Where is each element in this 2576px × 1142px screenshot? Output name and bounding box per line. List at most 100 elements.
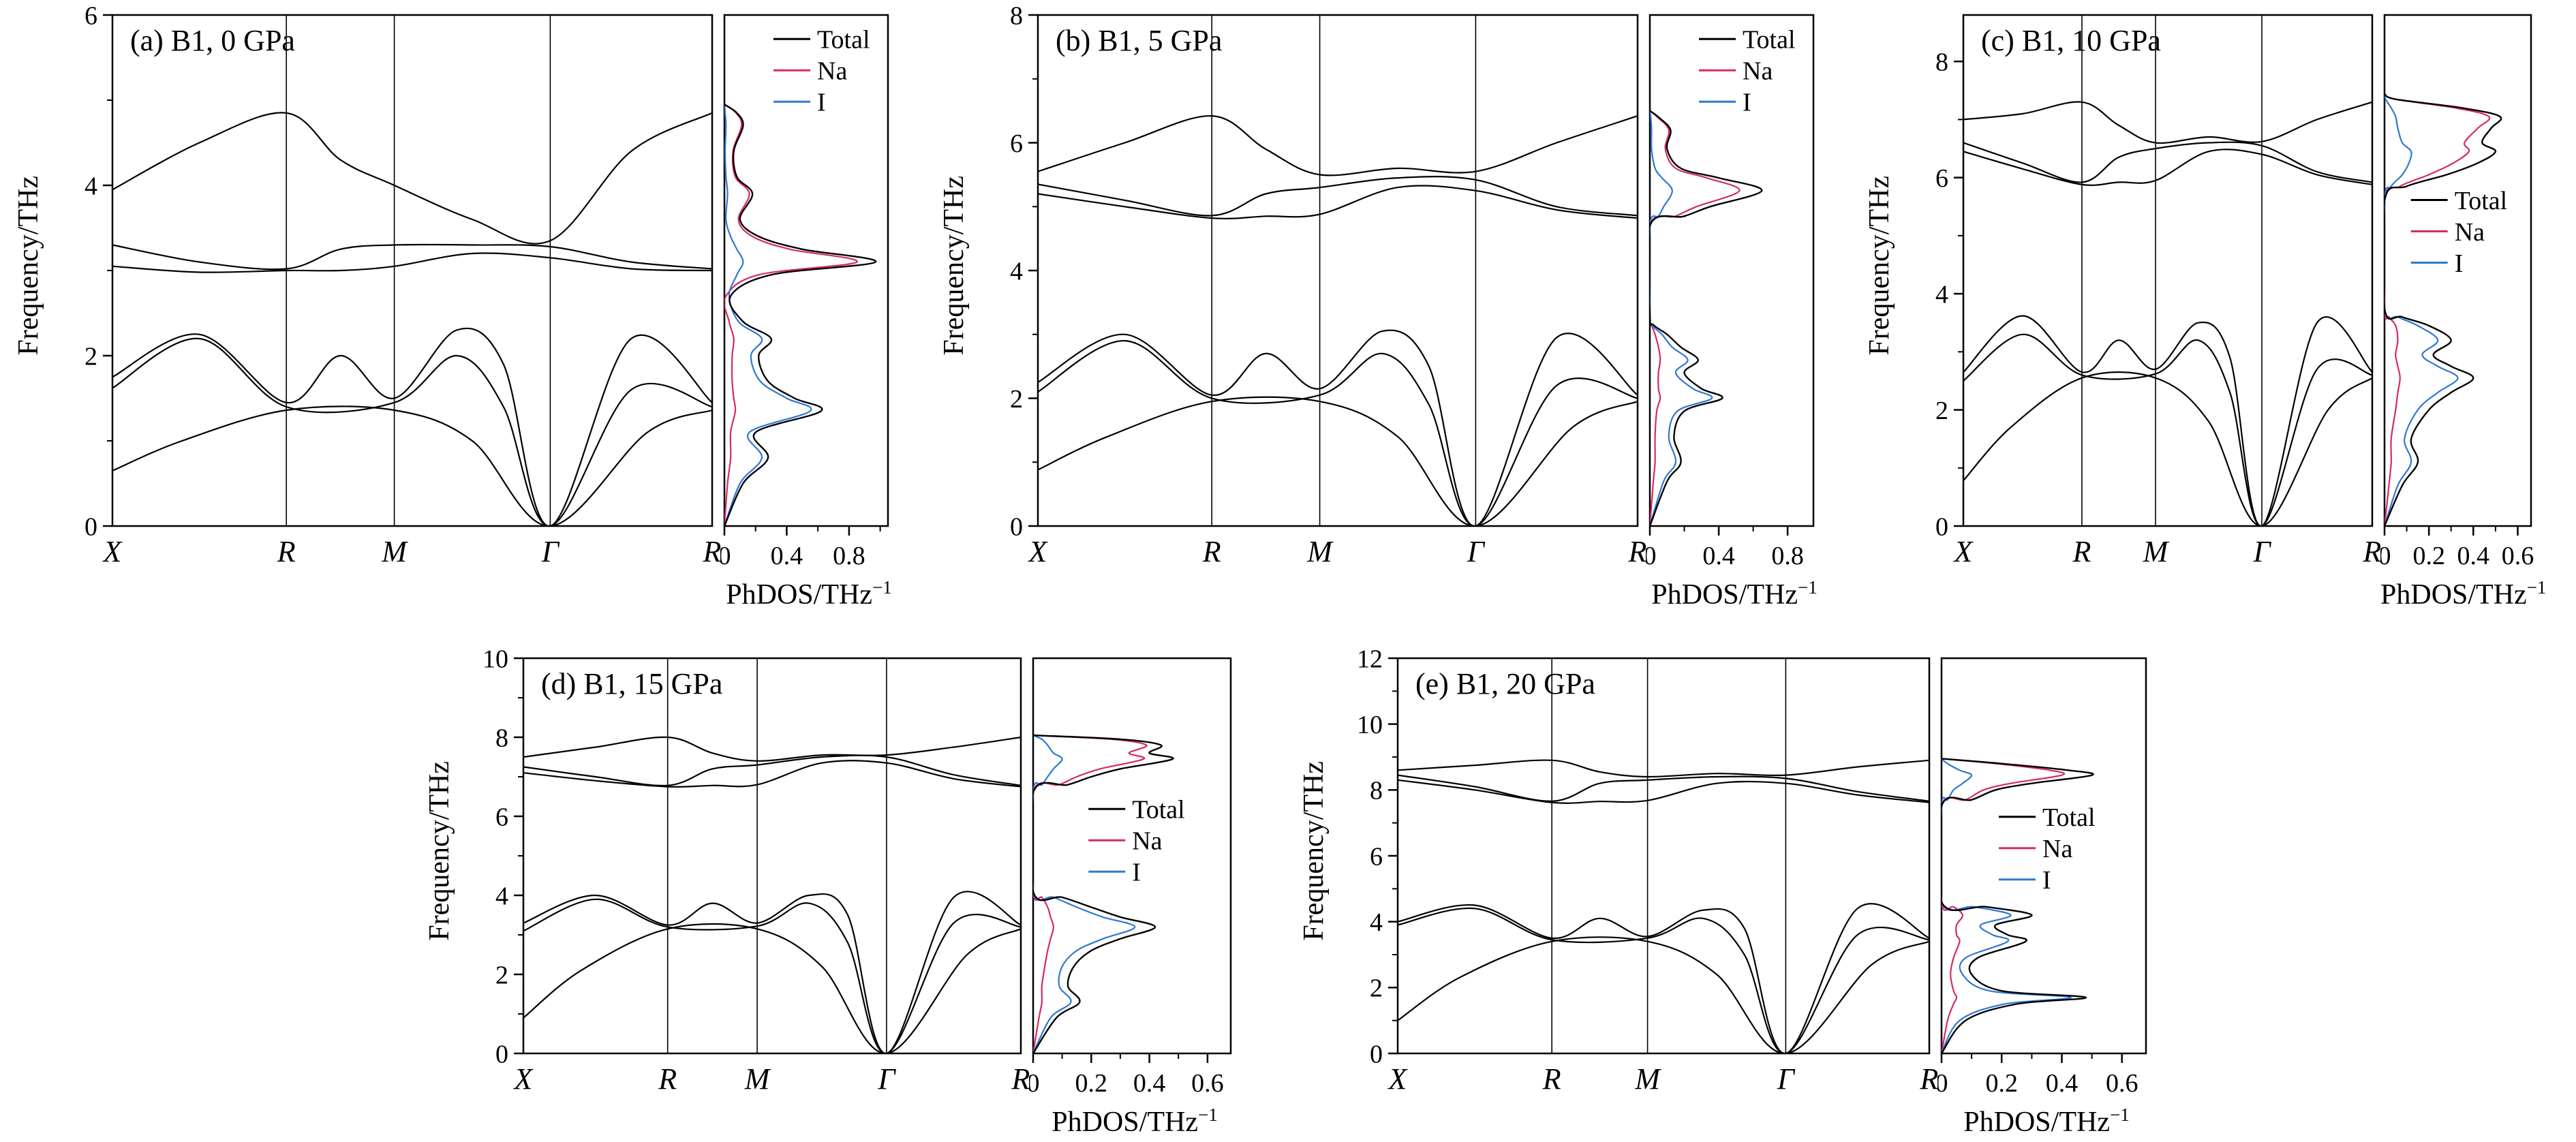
phonon-branch — [523, 898, 1021, 1053]
kpoint-label: M — [1306, 535, 1334, 568]
y-tick-label: 4 — [85, 172, 97, 200]
panel-a: Frequency/THz 0 2 4 6 X R M Γ R (a) B1, 0 GPa 0 0.4 0… — [10, 5, 898, 611]
y-axis-label-text: Frequency/THz — [13, 176, 44, 356]
phonon-branch — [112, 112, 712, 245]
y-tick-label: 6 — [1935, 164, 1948, 193]
phonon-branch — [1038, 339, 1638, 526]
y-tick-label: 0 — [1370, 1040, 1383, 1068]
y-tick-label: 8 — [495, 724, 508, 752]
y-axis-label-text: Frequency/THz — [1864, 176, 1895, 356]
y-tick-label: 10 — [482, 649, 508, 673]
phonon-branch — [112, 243, 712, 271]
phonon-branch — [1398, 774, 1929, 802]
dos-plot-frame — [723, 14, 889, 527]
dos-x-axis-label-sup: −1 — [1797, 577, 1818, 598]
row-bottom: Frequency/THz 0 2 4 6 8 10 X R M Γ R (d) B1, 15 GPa 0… — [0, 649, 2576, 1139]
phonon-branch — [1963, 315, 2372, 526]
dos-plot-frame — [1649, 14, 1815, 527]
phonon-branch — [1398, 907, 1929, 1053]
phonon-branches — [1398, 759, 1929, 1053]
kpoint-label: Γ — [877, 1062, 896, 1096]
legend-label-i: I — [2042, 866, 2051, 895]
dos-x-tick-label: 0.2 — [2412, 542, 2445, 570]
dos-curves — [1942, 758, 2094, 1053]
kpoint-label: Γ — [541, 535, 560, 568]
panel-title: (d) B1, 15 GPa — [541, 667, 722, 700]
kpoint-label: R — [703, 535, 720, 568]
panel-b: Frequency/THz 0 2 4 6 8 X R M Γ R (b) B1, 5 GPa 0 0.4… — [935, 5, 1823, 611]
phonon-branch — [1963, 333, 2372, 526]
dos-curve-i — [1942, 758, 2072, 1053]
dos-x-axis-label: PhDOS/THz−1 — [1029, 1105, 1240, 1139]
panel-title: (e) B1, 20 GPa — [1415, 667, 1595, 700]
kpoint-label: R — [1202, 535, 1221, 568]
dos-plot-c: 0 0.2 0.4 0.6 Total NaI — [2380, 14, 2534, 570]
dos-column-a: 0 0.4 0.8 Total Na I PhDOS/THz−1 — [720, 5, 898, 611]
dos-x-tick-label: 0.8 — [833, 542, 865, 570]
panel-c: Frequency/THz 0 2 4 6 8 X R M Γ R (c) B1, 10 GPa 0 0.… — [1860, 5, 2546, 611]
kpoint-label: Γ — [1467, 535, 1486, 568]
kpoint-label: R — [2363, 535, 2380, 568]
y-axis-label-b: Frequency/THz — [935, 5, 973, 526]
legend-label-i: I — [2455, 249, 2464, 278]
kpoint-label: Γ — [1777, 1062, 1796, 1096]
band-plot-e: 0 2 4 6 8 10 12 X R M Γ R (e) B1, 20 GPa — [1357, 649, 1937, 1096]
dos-plot-frame — [2383, 14, 2532, 527]
phonon-branch — [1963, 149, 2372, 186]
dos-x-tick-label: 0 — [1646, 542, 1657, 570]
kpoint-label: X — [102, 535, 123, 568]
phonon-branch — [523, 736, 1021, 762]
kpoint-label: M — [381, 535, 408, 568]
dos-curve-total — [724, 104, 876, 526]
phonon-branch — [1398, 936, 1929, 1053]
dos-curve-i — [2385, 93, 2459, 526]
phonon-branch — [1038, 396, 1638, 526]
y-tick-label: 2 — [1370, 974, 1383, 1003]
phonon-branches — [1963, 101, 2372, 526]
dos-column-c: 0 0.2 0.4 0.6 Total Na I PhDOS/THz−1 — [2380, 5, 2546, 611]
dos-x-axis-label: PhDOS/THz−1 — [1646, 577, 1823, 611]
dos-curve-total — [1650, 110, 1763, 526]
dos-x-axis-label-text: PhDOS/THz — [726, 579, 872, 611]
panel-title: (c) B1, 10 GPa — [1981, 24, 2161, 57]
dos-x-axis-label-text: PhDOS/THz — [2380, 579, 2527, 611]
dos-x-tick-label: 0 — [1029, 1069, 1040, 1098]
legend-label-total: Total — [1743, 26, 1796, 55]
dos-curves — [2385, 93, 2502, 526]
y-tick-label: 0 — [495, 1040, 508, 1068]
dos-x-axis-label-text: PhDOS/THz — [1651, 579, 1798, 611]
kpoint-label: R — [658, 1062, 677, 1096]
legend-label-na: Na — [1743, 57, 1773, 86]
panel-title: (b) B1, 5 GPa — [1056, 24, 1222, 57]
y-tick-label: 2 — [495, 961, 508, 989]
row-top: Frequency/THz 0 2 4 6 X R M Γ R (a) B1, 0 GPa 0 0.4 0… — [10, 5, 2546, 611]
kpoint-label: X — [1387, 1062, 1409, 1096]
phonon-branch — [523, 754, 1021, 787]
y-tick-label: 4 — [1010, 257, 1023, 286]
dos-x-axis-label: PhDOS/THz−1 — [1937, 1105, 2156, 1139]
dos-x-tick-label: 0 — [2380, 542, 2391, 570]
y-tick-label: 6 — [1010, 129, 1023, 158]
dos-curve-total — [1033, 734, 1174, 1053]
legend-label-na: Na — [2455, 218, 2485, 247]
dos-x-tick-label: 0.4 — [2046, 1069, 2079, 1098]
band-plot-frame — [522, 657, 1022, 1055]
dos-x-tick-label: 0.4 — [771, 542, 803, 570]
phonon-branch — [112, 327, 712, 526]
band-plot-frame — [111, 14, 714, 527]
dos-column-b: 0 0.4 0.8 Total Na I PhDOS/THz−1 — [1646, 5, 1823, 611]
dos-curves — [1650, 110, 1763, 526]
y-tick-label: 0 — [1010, 512, 1023, 541]
y-axis-label-text: Frequency/THz — [424, 761, 455, 941]
band-plot-frame — [1037, 14, 1639, 527]
panel-title: (a) B1, 0 GPa — [130, 24, 295, 57]
phonon-branch — [1398, 779, 1929, 804]
y-tick-label: 2 — [1010, 385, 1023, 414]
dos-x-axis-label: PhDOS/THz−1 — [720, 577, 898, 611]
dos-x-axis-label-sup: −1 — [2109, 1105, 2130, 1126]
y-tick-label: 0 — [1935, 512, 1948, 541]
dos-curve-i — [1033, 735, 1136, 1053]
